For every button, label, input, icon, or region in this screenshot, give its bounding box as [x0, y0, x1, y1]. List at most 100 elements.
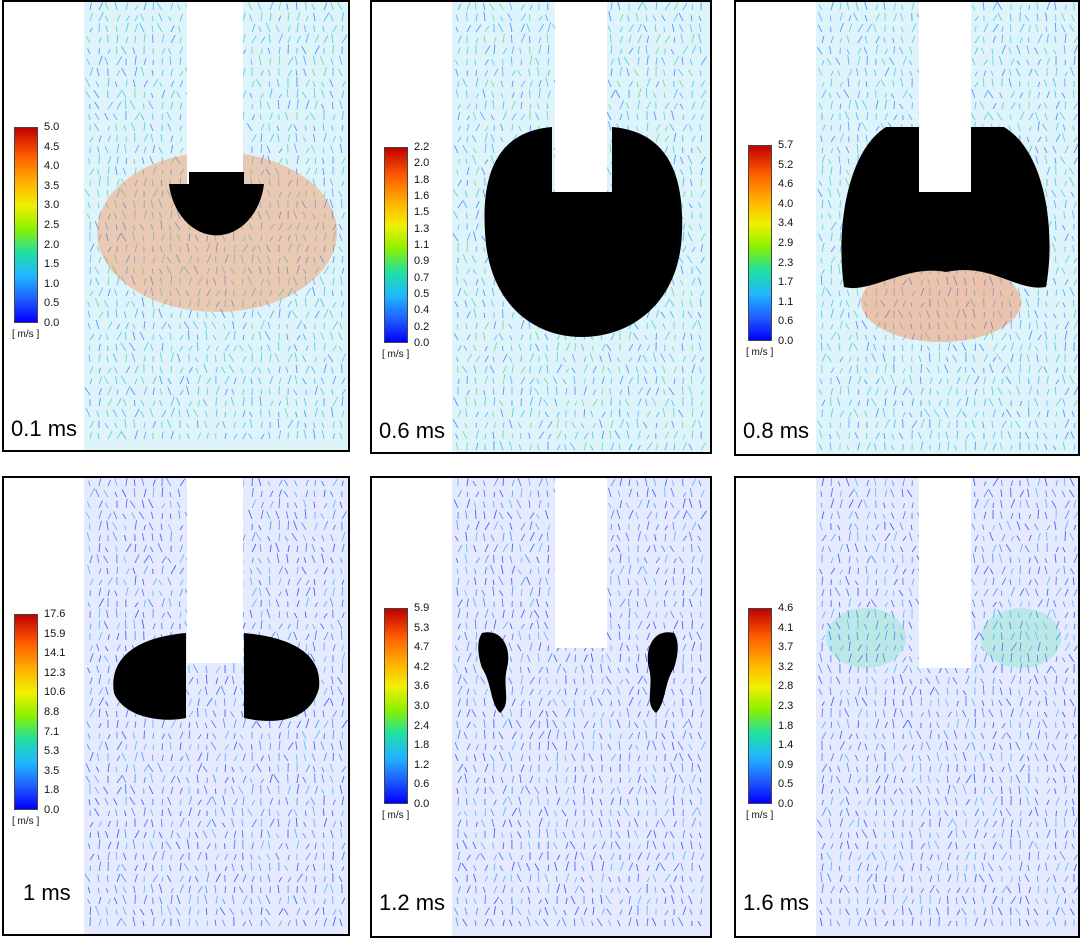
scale-tick-label: 1.2 [414, 758, 430, 771]
bubble-shape [841, 127, 1050, 289]
velocity-field-plot [84, 2, 348, 450]
time-label: 0.6 ms [376, 418, 449, 444]
scale-tick-label: 0.5 [44, 297, 60, 310]
velocity-field-plot [84, 478, 348, 934]
bubble-left [113, 633, 186, 720]
scale-tick-label: 1.6 [414, 190, 430, 202]
scale-tick-label: 1.1 [414, 239, 430, 251]
scale-tick-label: 4.0 [778, 197, 794, 210]
scale-tick-label: 5.3 [414, 621, 430, 634]
scale-tick-label: 0.0 [44, 804, 60, 816]
scale-tick-label: 2.0 [44, 238, 60, 251]
scale-tick-label: 2.8 [778, 680, 794, 693]
scale-tick-label: 5.9 [414, 602, 430, 614]
scale-tick-label: 0.0 [778, 335, 794, 347]
scale-tick-label: 3.5 [44, 179, 60, 192]
scale-tick-label: 2.2 [414, 141, 430, 153]
scale-tick-label: 5.7 [778, 139, 794, 151]
unit-label: [ m/s ] [12, 816, 40, 827]
scale-tick-label: 4.2 [414, 660, 430, 673]
scale-tick-label: 0.0 [778, 798, 794, 810]
scale-tick-label: 1.1 [778, 295, 794, 308]
time-label: 1.6 ms [740, 890, 813, 916]
scale-tick-label: 3.7 [778, 641, 794, 654]
scale-tick-label: 1.5 [44, 258, 60, 271]
scale-tick-label: 4.6 [778, 178, 794, 191]
scale-tick-label: 0.5 [414, 288, 430, 300]
velocity-field-plot [816, 478, 1078, 936]
scale-tick-label: 4.7 [414, 641, 430, 654]
scale-tick-label: 1.5 [414, 206, 430, 219]
bubble-shape [484, 127, 683, 337]
scale-tick-label: 0.6 [778, 315, 794, 328]
panel-0-8ms: 5.7 5.2 4.6 4.0 3.4 2.9 2.3 1.7 1.1 0.6 0.0 [ m/s … [734, 0, 1080, 456]
scale-tick-label: 0.5 [778, 778, 794, 791]
velocity-field-plot [452, 478, 710, 936]
scale-tick-label: 4.6 [778, 602, 794, 614]
scale-tick-label: 4.5 [44, 140, 60, 153]
color-scale-gradient [14, 127, 38, 323]
scale-tick-label: 2.0 [414, 157, 430, 170]
bubble-left [478, 632, 509, 713]
scale-tick-label: 0.2 [414, 320, 430, 333]
scale-tick-label: 2.4 [414, 719, 430, 732]
scale-tick-label: 2.5 [44, 219, 60, 231]
scale-tick-label: 10.6 [44, 686, 66, 699]
scale-tick-label: 3.0 [414, 700, 430, 712]
scale-tick-label: 14.1 [44, 647, 66, 660]
scale-tick-label: 3.4 [778, 217, 794, 230]
scale-tick-label: 0.0 [414, 798, 430, 810]
scale-tick-label: 1.3 [414, 222, 430, 235]
scale-tick-label: 5.0 [44, 121, 60, 133]
color-scale-gradient [384, 608, 408, 804]
scale-tick-label: 0.6 [414, 778, 430, 791]
panel-1ms: 17.6 15.9 14.1 12.3 10.6 8.8 7.1 5.3 3.5 1.8 0.0 [… [2, 476, 350, 936]
scale-tick-label: 8.8 [44, 706, 60, 718]
scale-tick-label: 3.2 [778, 660, 794, 673]
unit-label: [ m/s ] [746, 347, 774, 358]
scale-tick-label: 0.9 [414, 255, 430, 268]
scale-tick-label: 4.0 [44, 160, 60, 173]
scale-tick-label: 0.7 [414, 271, 430, 284]
scale-tick-label: 1.4 [778, 739, 794, 752]
panel-1-2ms: 5.9 5.3 4.7 4.2 3.6 3.0 2.4 1.8 1.2 0.6 0.0 [ m/s … [370, 476, 712, 938]
bubble-right [647, 632, 678, 713]
scale-tick-label: 5.2 [778, 158, 794, 171]
scale-tick-label: 17.6 [44, 608, 66, 620]
color-scale-gradient [748, 608, 772, 804]
color-scale-gradient [14, 614, 38, 810]
scale-tick-label: 1.8 [414, 739, 430, 752]
unit-label: [ m/s ] [382, 810, 410, 821]
bubble-right [244, 633, 320, 721]
scale-tick-label: 15.9 [44, 627, 66, 640]
scale-tick-label: 12.3 [44, 666, 66, 679]
scale-tick-label: 7.1 [44, 725, 60, 738]
scale-tick-label: 2.9 [778, 237, 794, 249]
velocity-field-plot [452, 2, 710, 452]
color-scale-gradient [384, 147, 408, 343]
scale-tick-label: 1.8 [44, 784, 60, 797]
scale-tick-label: 1.8 [414, 173, 430, 186]
scale-tick-label: 1.0 [44, 277, 60, 290]
scale-tick-label: 2.3 [778, 256, 794, 269]
scale-tick-label: 3.5 [44, 764, 60, 777]
panel-0-6ms: 2.2 2.0 1.8 1.6 1.5 1.3 1.1 0.9 0.7 0.5 0.4 0.2 0.0 … [370, 0, 712, 454]
time-label: 0.8 ms [740, 418, 813, 444]
unit-label: [ m/s ] [382, 349, 410, 360]
time-label: 0.1 ms [8, 416, 81, 442]
panel-0-1ms: 5.0 4.5 4.0 3.5 3.0 2.5 2.0 1.5 1.0 0.5 0.0 [ m/s … [2, 0, 350, 452]
panel-1-6ms: 4.6 4.1 3.7 3.2 2.8 2.3 1.8 1.4 0.9 0.5 0.0 [ m/s … [734, 476, 1080, 938]
bubble-shape [169, 172, 264, 236]
time-label: 1.2 ms [376, 890, 449, 916]
scale-tick-label: 2.3 [778, 700, 794, 712]
scale-tick-label: 0.0 [414, 337, 430, 349]
scale-tick-label: 0.4 [414, 304, 430, 317]
scale-tick-label: 4.1 [778, 621, 794, 634]
scale-tick-label: 1.8 [778, 719, 794, 732]
scale-tick-label: 3.0 [44, 199, 60, 212]
time-label: 1 ms [20, 880, 74, 906]
scale-tick-label: 0.0 [44, 317, 60, 329]
unit-label: [ m/s ] [12, 329, 40, 340]
scale-tick-label: 1.7 [778, 276, 794, 289]
scale-tick-label: 0.9 [778, 758, 794, 771]
